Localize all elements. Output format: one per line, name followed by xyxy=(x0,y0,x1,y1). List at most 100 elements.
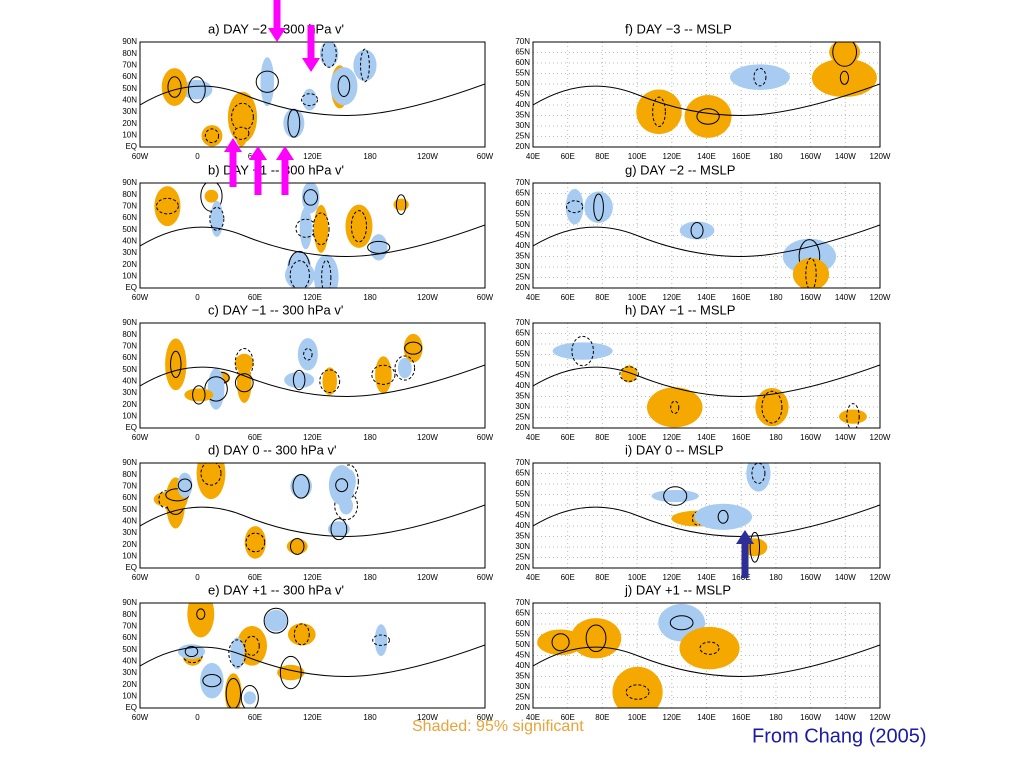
contour xyxy=(240,685,259,708)
lat-label: 60N xyxy=(122,633,137,642)
lon-label: 40E xyxy=(526,293,540,302)
contour xyxy=(717,509,729,524)
contour xyxy=(663,486,688,506)
lon-label: 120E xyxy=(303,293,322,302)
arrow-head xyxy=(736,530,754,544)
contour xyxy=(234,373,254,393)
lon-label: 120W xyxy=(417,152,438,161)
shading xyxy=(313,254,339,288)
lon-label: 60E xyxy=(561,293,575,302)
lon-label: 60E xyxy=(248,433,262,442)
arrow-head xyxy=(224,138,242,152)
lat-label: 50N xyxy=(122,645,137,654)
lat-label: 90N xyxy=(122,318,137,327)
contour xyxy=(287,108,301,138)
lon-label: 120W xyxy=(417,573,438,582)
contour xyxy=(337,75,351,98)
lon-label: 180 xyxy=(363,713,377,722)
lon-label: 140W xyxy=(835,713,856,722)
arrow-head xyxy=(268,28,286,42)
lat-label: 70N xyxy=(122,481,137,490)
panel-title: h) DAY −1 -- MSLP xyxy=(625,302,735,317)
lat-label: 25N xyxy=(515,132,530,141)
shading xyxy=(244,526,266,559)
lon-label: 160W xyxy=(800,713,821,722)
contour xyxy=(321,259,332,288)
contour xyxy=(293,623,310,646)
contour xyxy=(330,518,348,541)
lat-label: 70N xyxy=(515,37,530,46)
lat-label: 70N xyxy=(515,318,530,327)
lat-label: 20N xyxy=(515,703,530,712)
lat-label: 40N xyxy=(515,381,530,390)
lat-label: 40N xyxy=(122,656,137,665)
shading xyxy=(297,338,318,371)
lon-label: 60W xyxy=(132,713,149,722)
contour xyxy=(593,193,604,221)
shading xyxy=(829,42,861,65)
contour xyxy=(395,194,407,215)
lon-label: 160E xyxy=(732,573,751,582)
panel-title: g) DAY −2 -- MSLP xyxy=(625,162,735,177)
shading xyxy=(204,189,219,203)
lat-label: 50N xyxy=(515,220,530,229)
panel-title: c) DAY −1 -- 300 hPa v' xyxy=(208,302,343,317)
lat-label: EQ xyxy=(125,423,137,432)
map xyxy=(533,323,880,428)
shading xyxy=(328,465,355,506)
frame xyxy=(532,462,881,569)
contour xyxy=(200,463,222,486)
coastline xyxy=(140,504,485,538)
panel-title: j) DAY +1 -- MSLP xyxy=(624,582,731,597)
shading xyxy=(207,368,225,410)
panel-title: d) DAY 0 -- 300 hPa v' xyxy=(208,442,336,457)
contour xyxy=(234,347,254,378)
contour xyxy=(187,76,206,104)
lat-label: 45N xyxy=(515,231,530,240)
lat-label: 70N xyxy=(515,598,530,607)
contour xyxy=(231,102,254,132)
coastline xyxy=(533,504,880,538)
lat-label: 40N xyxy=(515,661,530,670)
lat-label: 10N xyxy=(122,551,137,560)
lon-label: 160E xyxy=(732,713,751,722)
lat-label: 65N xyxy=(515,609,530,618)
lon-label: 140E xyxy=(697,152,716,161)
lat-label: 70N xyxy=(122,60,137,69)
contour xyxy=(394,355,416,381)
shading xyxy=(393,198,409,211)
lat-label: 50N xyxy=(515,79,530,88)
lon-label: 160E xyxy=(732,293,751,302)
contour xyxy=(619,366,639,382)
contour xyxy=(202,674,222,688)
lat-label: 10N xyxy=(122,271,137,280)
shading xyxy=(284,260,315,288)
lon-label: 160E xyxy=(732,433,751,442)
contour xyxy=(289,260,310,288)
contour xyxy=(566,200,584,214)
shading xyxy=(177,644,206,659)
map xyxy=(140,42,485,147)
lon-label: 120E xyxy=(662,293,681,302)
shading xyxy=(200,662,224,699)
lon-label: 180 xyxy=(363,152,377,161)
lat-label: 25N xyxy=(515,693,530,702)
coastline xyxy=(140,364,485,398)
shading xyxy=(612,666,663,708)
lat-label: 50N xyxy=(122,365,137,374)
shading xyxy=(302,88,317,111)
contour xyxy=(404,341,423,355)
shading xyxy=(565,188,584,225)
lon-label: 120W xyxy=(417,293,438,302)
coastline xyxy=(140,644,485,678)
lon-label: 60E xyxy=(248,573,262,582)
contour xyxy=(301,93,319,107)
lat-label: EQ xyxy=(125,563,137,572)
lat-label: 40N xyxy=(515,100,530,109)
lat-label: 20N xyxy=(515,423,530,432)
lat-label: 35N xyxy=(515,252,530,261)
shading xyxy=(283,108,305,139)
lon-label: 180 xyxy=(769,433,783,442)
lat-label: 10N xyxy=(122,691,137,700)
